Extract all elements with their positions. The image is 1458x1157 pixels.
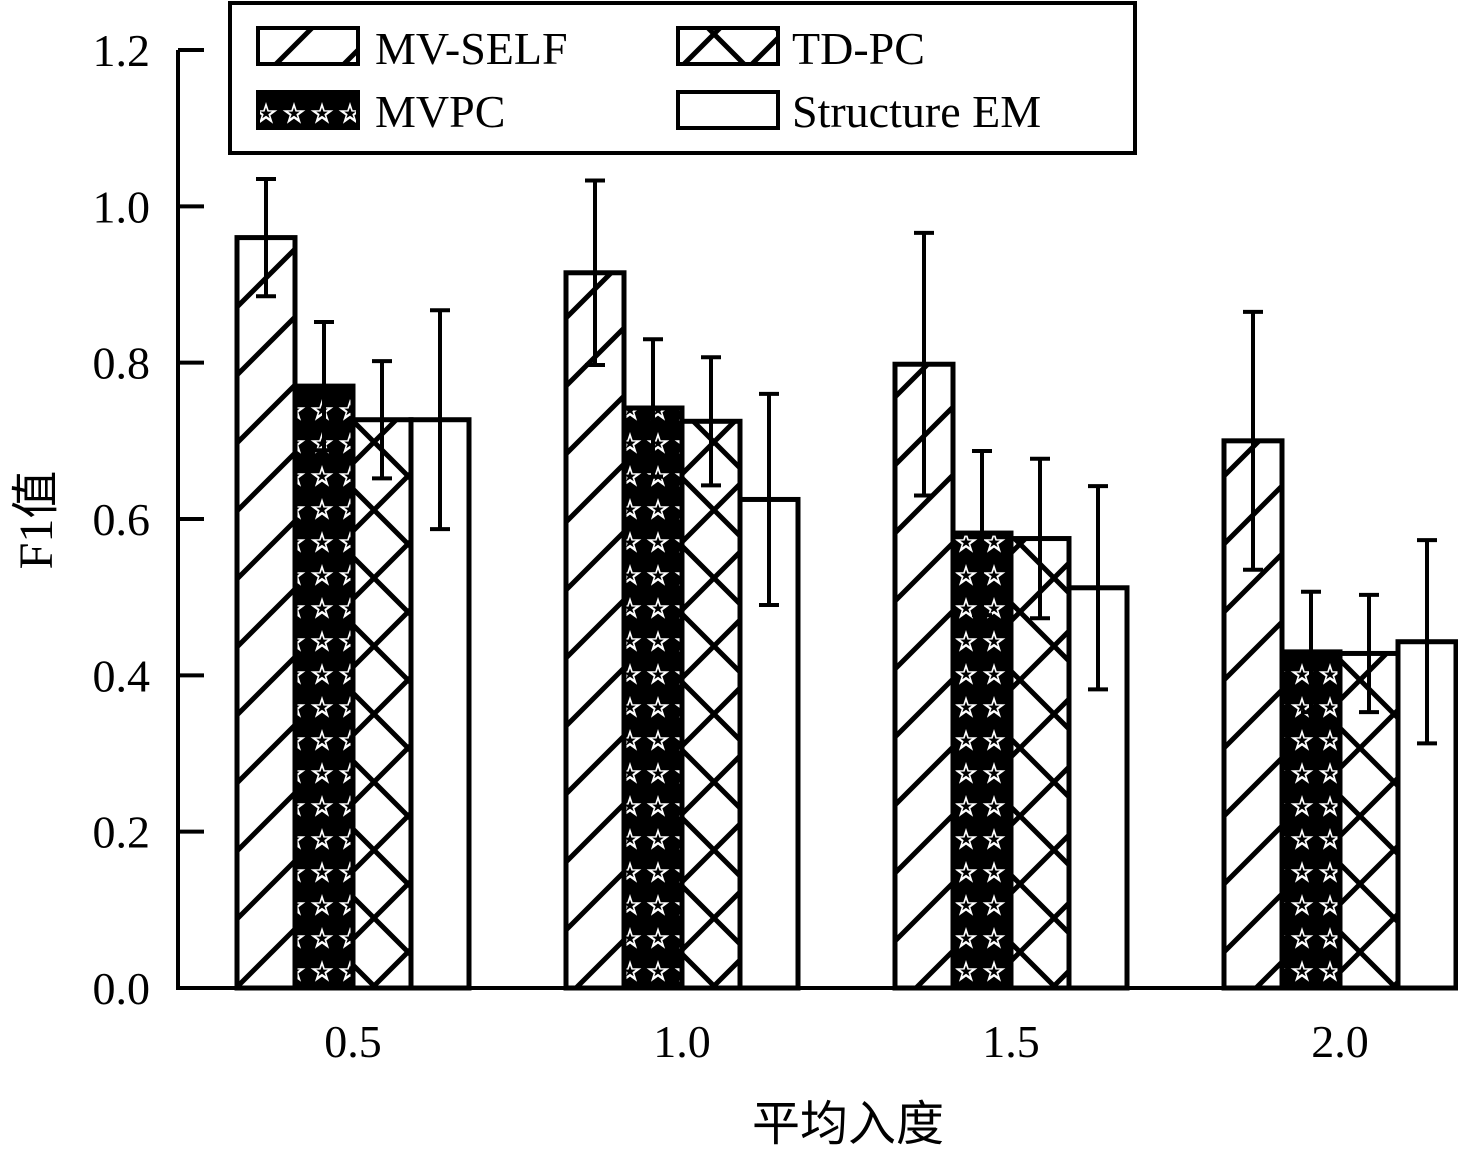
legend-label-structure-em: Structure EM [792,86,1041,137]
error-bar-mv-self-2-0 [1243,309,1263,572]
bar-mv-self-0-5 [234,235,298,991]
bar-mvpc-1-0 [621,405,685,991]
error-bar-structure-em-2-0 [1417,538,1437,746]
legend-swatch-td-pc [676,26,780,66]
error-bar-td-pc-0-5 [372,359,392,481]
error-bar-mvpc-2-0 [1301,589,1321,715]
y-tick-label: 0.6 [93,494,151,545]
legend-label-mvpc: MVPC [375,86,505,137]
x-tick-label: 1.5 [982,1016,1040,1067]
error-bar-mv-self-1-0 [585,178,605,368]
error-bar-structure-em-1-0 [759,391,779,607]
legend-swatch-structure-em [676,90,780,130]
y-axis-title: F1值 [10,471,63,570]
bars-layer [234,235,1458,991]
error-bar-mvpc-0-5 [314,320,334,453]
error-bar-mv-self-1-5 [914,230,934,498]
legend-swatch-mv-self [256,26,360,66]
x-tick-label: 0.5 [324,1016,382,1067]
legend-label-td-pc: TD-PC [792,23,925,74]
error-bar-mv-self-0-5 [256,176,276,299]
error-bar-structure-em-0-5 [430,308,450,532]
error-bar-td-pc-1-0 [701,355,721,488]
x-axis-title: 平均入度 [752,1098,944,1151]
error-bars-layer [256,176,1437,746]
legend: MV-SELF TD-PC MVPC Structure EM [228,1,1137,155]
y-tick-label: 0.4 [93,650,151,701]
error-bar-td-pc-1-5 [1030,456,1050,621]
legend-swatch-mvpc [256,90,360,130]
bar-mv-self-1-0 [563,270,627,991]
bar-td-pc-1-0 [679,418,743,991]
axes-layer: 0.0 0.2 0.4 0.6 0.8 1.0 1.2 0.5 1.0 1.5 2.0 [93,25,1455,1067]
x-tick-label: 1.0 [653,1016,711,1067]
error-bar-td-pc-2-0 [1359,592,1379,715]
y-tick-label: 0.8 [93,338,151,389]
y-tick-label: 0.2 [93,807,151,858]
legend-label-mv-self: MV-SELF [375,23,568,74]
error-bar-mvpc-1-0 [643,337,663,479]
bar-mvpc-0-5 [292,383,356,991]
y-tick-label: 1.2 [93,25,151,76]
y-tick-label: 0.0 [93,963,151,1014]
bar-td-pc-0-5 [350,417,414,991]
error-bar-mvpc-1-5 [972,448,992,618]
error-bar-structure-em-1-5 [1088,484,1108,692]
x-tick-label: 2.0 [1311,1016,1369,1067]
y-tick-label: 1.0 [93,181,151,232]
